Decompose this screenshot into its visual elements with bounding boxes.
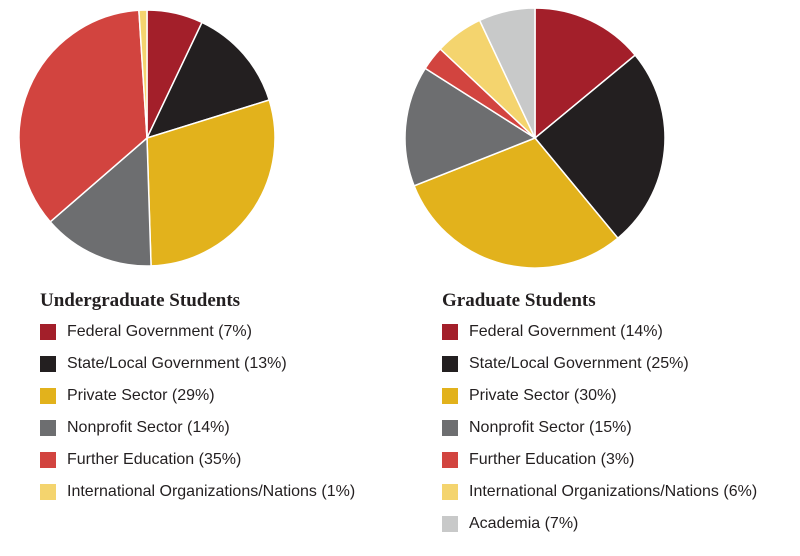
legend-label: Private Sector (30%): [469, 387, 617, 404]
legend-swatch: [40, 420, 56, 436]
legend-label: Nonprofit Sector (14%): [67, 419, 230, 436]
legend-label: Academia (7%): [469, 515, 578, 532]
legend-swatch: [40, 484, 56, 500]
legend-label: Further Education (35%): [67, 451, 241, 468]
legend-swatch: [442, 484, 458, 500]
legend-swatch: [442, 420, 458, 436]
legend-swatch: [40, 452, 56, 468]
pie-slice: [478, 7, 536, 139]
pie-slice: [138, 9, 148, 139]
pie-slice: [18, 9, 148, 223]
legend-label: Federal Government (7%): [67, 323, 252, 340]
legend-swatch: [442, 324, 458, 340]
pie-slice: [533, 54, 666, 240]
pie-slice: [49, 136, 152, 267]
legend-label: State/Local Government (13%): [67, 355, 287, 372]
legend-label: Nonprofit Sector (15%): [469, 419, 632, 436]
pie-slice: [413, 137, 619, 269]
pie-slice: [146, 99, 276, 267]
pie-slice: [404, 67, 537, 187]
pie-slice: [534, 7, 637, 140]
legend-swatch: [40, 324, 56, 340]
legend-swatch: [442, 356, 458, 372]
legend-swatch: [40, 388, 56, 404]
chart-title: Graduate Students: [442, 290, 596, 311]
legend-label: Federal Government (14%): [469, 323, 663, 340]
legend-label: State/Local Government (25%): [469, 355, 689, 372]
legend-swatch: [442, 452, 458, 468]
chart-title: Undergraduate Students: [40, 290, 240, 311]
legend-swatch: [40, 356, 56, 372]
legend-label: International Organizations/Nations (6%): [469, 483, 757, 500]
legend-swatch: [442, 388, 458, 404]
legend-swatch: [442, 516, 458, 532]
legend-label: Further Education (3%): [469, 451, 634, 468]
legend-label: Private Sector (29%): [67, 387, 215, 404]
legend-label: International Organizations/Nations (1%): [67, 483, 355, 500]
